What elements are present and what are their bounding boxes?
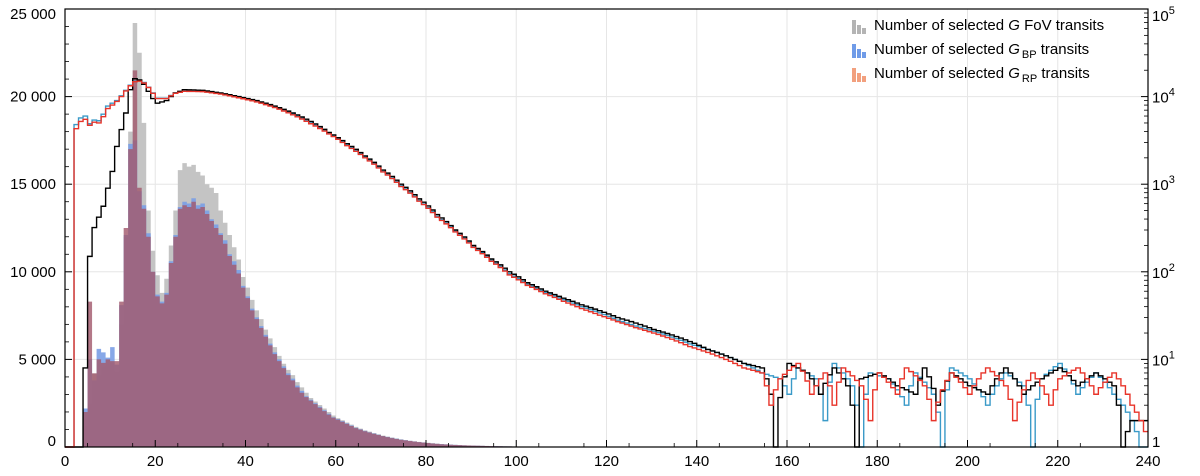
- legend-label: Number of selected G RP transits: [874, 65, 1090, 85]
- legend-swatch-bar: [862, 76, 866, 82]
- legend-swatch-bar: [862, 52, 866, 58]
- y-right-tick-label: 101: [1152, 349, 1175, 369]
- x-tick-label: 80: [418, 453, 435, 470]
- y-left-tick-label: 25 000: [10, 6, 56, 23]
- x-tick-label: 40: [237, 453, 254, 470]
- x-tick-label: 0: [61, 453, 69, 470]
- line-g-rp: [65, 80, 1148, 448]
- x-tick-label: 200: [955, 453, 980, 470]
- legend-swatch-bar: [857, 25, 861, 34]
- x-tick-label: 220: [1045, 453, 1070, 470]
- x-tick-label: 180: [865, 453, 890, 470]
- legend-swatch-icon: [852, 68, 866, 82]
- x-tick-label: 160: [774, 453, 799, 470]
- hist-g-rp: [65, 70, 1148, 447]
- x-tick-label: 120: [594, 453, 619, 470]
- legend-swatch-icon: [852, 44, 866, 58]
- x-tick-label: 20: [147, 453, 164, 470]
- legend-label: Number of selected G FoV transits: [874, 17, 1104, 34]
- legend-swatch-bar: [852, 20, 856, 34]
- y-right-tick-label: 104: [1152, 87, 1175, 107]
- histogram-lines: [65, 78, 1148, 448]
- legend-swatch-bar: [862, 28, 866, 34]
- y-right-tick-label: 105: [1152, 5, 1175, 25]
- y-left-tick-label: 0: [48, 433, 56, 450]
- legend-swatch-icon: [852, 20, 866, 34]
- y-left-tick-label: 20 000: [10, 89, 56, 106]
- y-right-tick-label: 103: [1152, 174, 1175, 194]
- legend-swatch-bar: [852, 44, 856, 58]
- y-left-tick-label: 10 000: [10, 264, 56, 281]
- y-right-tick-label: 1: [1152, 434, 1160, 451]
- y-left-tick-label: 5 000: [18, 351, 56, 368]
- legend-swatch-bar: [852, 68, 856, 82]
- y-left-tick-label: 15 000: [10, 176, 56, 193]
- legend-label: Number of selected G BP transits: [874, 41, 1089, 61]
- x-tick-label: 60: [327, 453, 344, 470]
- legend: Number of selected G FoV transits Number …: [852, 17, 1104, 85]
- legend-swatch-bar: [857, 73, 861, 82]
- x-tick-label: 100: [504, 453, 529, 470]
- histogram-fills: [65, 23, 1148, 448]
- axes: 0 20 40 60 80 100 120 140 160 180 200 220 240 0 5 000 1…: [10, 5, 1175, 470]
- x-tick-label: 140: [684, 453, 709, 470]
- y-right-tick-label: 102: [1152, 262, 1175, 282]
- x-tick-label: 240: [1135, 453, 1160, 470]
- legend-swatch-bar: [857, 49, 861, 58]
